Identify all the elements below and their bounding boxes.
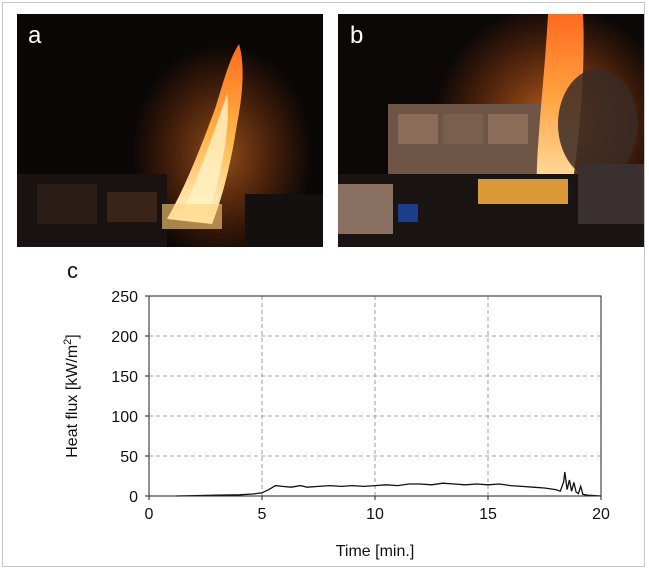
y-tick-label: 150: [111, 369, 138, 386]
chart-series: [176, 471, 602, 497]
panel-letter-c: c: [67, 258, 78, 283]
x-tick-label: 10: [366, 506, 384, 523]
x-axis-label: Time [min.]: [336, 543, 415, 560]
y-axis-label: Heat flux [kW/m2]: [62, 334, 81, 457]
series-line: [176, 471, 602, 497]
photo-panel-b: b: [338, 14, 644, 247]
y-tick-label: 0: [129, 489, 138, 506]
y-tick-label: 250: [111, 289, 138, 306]
photo-panel-a: a: [17, 14, 323, 247]
x-tick-label: 5: [258, 506, 267, 523]
y-tick-label: 50: [120, 449, 138, 466]
x-tick-label: 15: [479, 506, 497, 523]
y-tick-label: 100: [111, 409, 138, 426]
chart-grid: [149, 296, 601, 496]
panel-letter-a: a: [28, 22, 42, 49]
y-tick-labels: 0 50 100 150 200 250: [111, 289, 149, 506]
x-tick-label: 0: [145, 506, 154, 523]
fire-photo-b: [338, 14, 644, 247]
x-tick-label: 20: [592, 506, 610, 523]
fire-photo-a: [17, 14, 323, 247]
y-tick-label: 200: [111, 329, 138, 346]
x-tick-labels: 0 5 10 15 20: [145, 496, 610, 523]
panel-letter-b: b: [350, 22, 364, 49]
